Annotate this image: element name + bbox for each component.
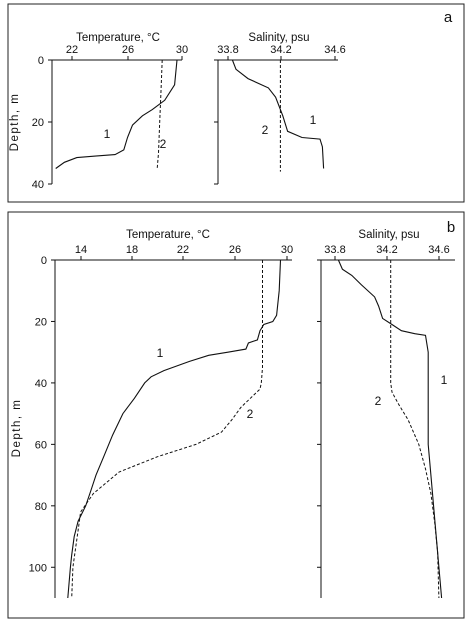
panel-b-y-tick-label: 40 (35, 378, 47, 390)
panel-b-sal-curve-2 (390, 260, 440, 599)
panel-a-y-tick-label: 0 (38, 55, 44, 67)
panel-b-sal-x-tick-label: 34.2 (376, 244, 397, 256)
panel-a-sal-curve-1 (231, 59, 325, 169)
panel-b-sal-x-tick-label: 34.6 (428, 244, 449, 256)
panel-a-label: a (444, 9, 453, 26)
panel-a-sal-x-tick-label: 34.6 (324, 44, 345, 56)
panel-b-y-tick-label: 0 (41, 255, 47, 267)
panel-b-temp-curve-1 (67, 259, 282, 599)
panel-b-y-tick-label: 60 (35, 439, 47, 451)
panel-a-sal-x-axis-label: Salinity, psu (248, 32, 309, 44)
panel-b-y-tick-label: 80 (35, 501, 47, 513)
panel-a-temp-curve-1-label: 1 (104, 127, 111, 141)
panel-b-temp-x-tick-label: 26 (229, 244, 241, 256)
panel-b-sal-curve-2-label: 2 (375, 394, 382, 408)
panel-a-y-tick-label: 40 (32, 179, 44, 191)
panel-b-y-tick-label: 20 (35, 316, 47, 328)
panel-b-label: b (447, 219, 455, 236)
panel-b-temp-x-tick-label: 14 (75, 244, 87, 256)
panel-b-sal-curve-1 (337, 259, 443, 599)
panel-b-sal-x-axis-label: Salinity, psu (358, 229, 419, 241)
panel-b-temp-curve-1-label: 1 (157, 346, 164, 360)
panel-a-sal-x-tick-label: 34.2 (270, 44, 291, 56)
panel-b-sal-curve-1-label: 1 (441, 373, 448, 387)
panel-a-frame (7, 3, 465, 203)
panel-b-temp-x-axis-label: Temperature, °C (126, 229, 210, 241)
panel-a-temp-curve-1 (55, 59, 178, 169)
panel-a-temp-curve-2 (156, 59, 163, 169)
panel-b-y-axis-label: Depth, m (11, 399, 23, 458)
panel-b-sal-x-tick-label: 33.8 (324, 244, 345, 256)
panel-b-frame (7, 211, 465, 619)
panel-b-y-tick-label: 100 (29, 562, 47, 574)
panel-a-sal-curve-1-label: 1 (310, 113, 317, 127)
panel-a-y-tick-label: 20 (32, 117, 44, 129)
panel-b-temp-curve-2 (71, 260, 263, 599)
panel-b-temp-x-tick-label: 30 (281, 244, 293, 256)
panel-a-temp-curve-2-label: 2 (160, 137, 167, 151)
panel-b-temp-x-tick-label: 18 (126, 244, 138, 256)
panel-a-sal-x-tick-label: 33.8 (217, 44, 238, 56)
panel-a-y-axis-label: Depth, m (9, 93, 21, 152)
panel-a-temp-x-axis-label: Temperature, °C (76, 32, 160, 44)
panel-b-temp-curve-2-label: 2 (247, 407, 254, 421)
panel-a-temp-x-tick-label: 30 (176, 44, 188, 56)
panel-a-sal-curve-2-label: 2 (262, 123, 269, 137)
panel-a-temp-x-tick-label: 26 (122, 44, 134, 56)
panel-a-temp-x-tick-label: 22 (66, 44, 78, 56)
panel-b-temp-x-tick-label: 22 (177, 244, 189, 256)
